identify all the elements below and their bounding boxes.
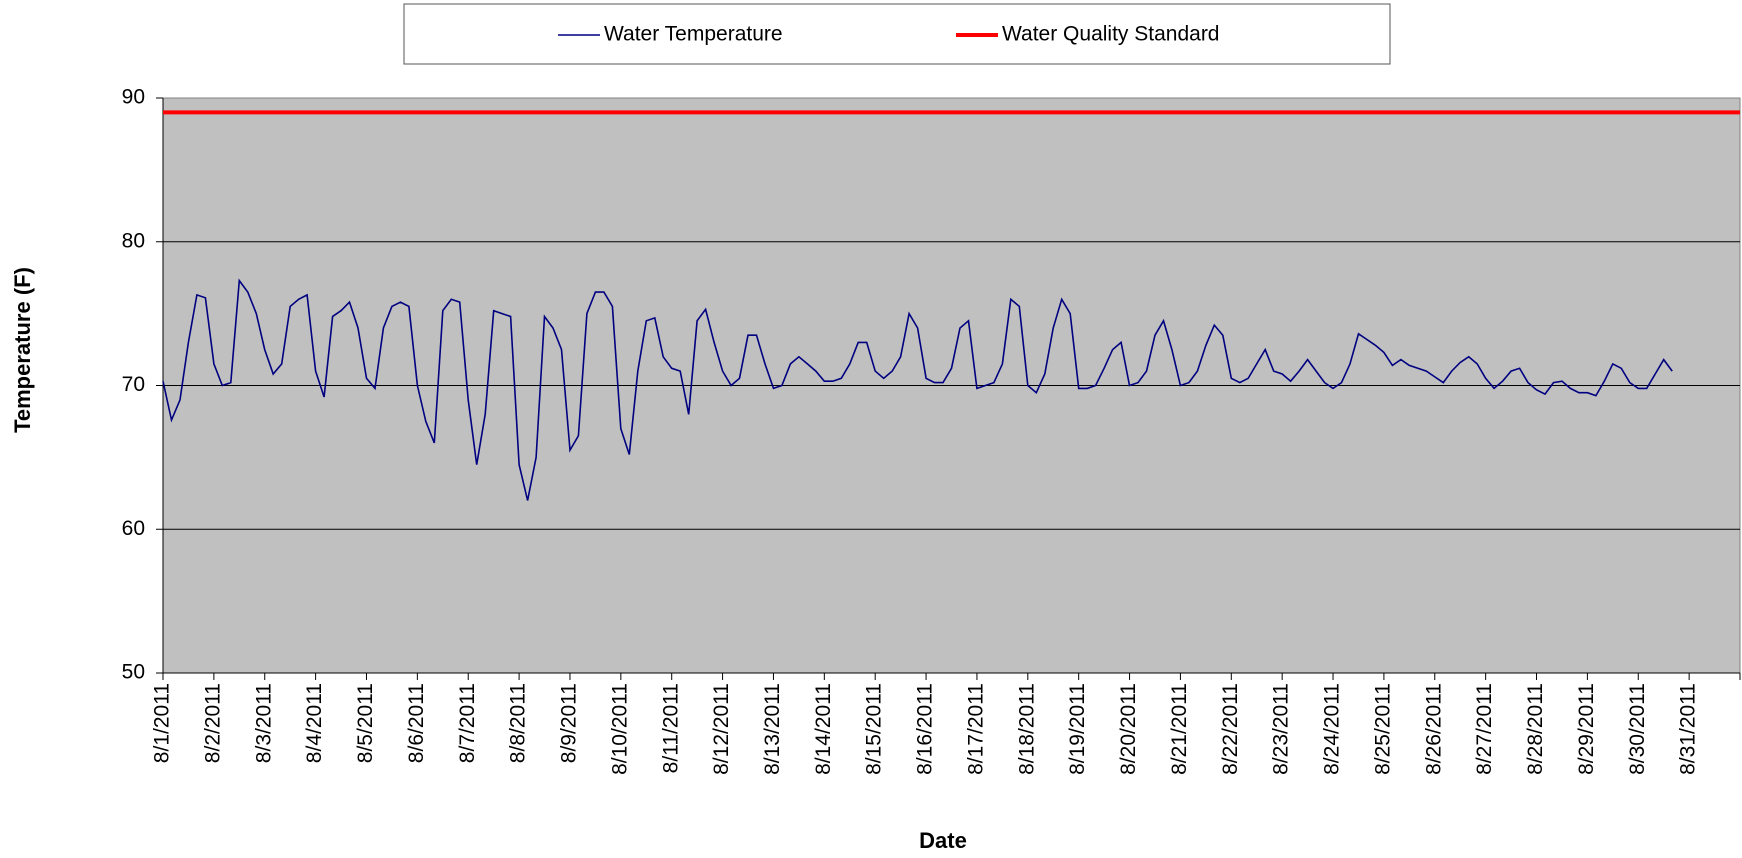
x-tick-label: 8/14/2011 [812, 683, 835, 775]
x-tick-label: 8/31/2011 [1677, 683, 1700, 775]
x-tick-label: 8/16/2011 [914, 683, 937, 775]
x-tick-label: 8/30/2011 [1626, 683, 1649, 775]
legend-box [403, 3, 1391, 65]
x-tick-label: 8/6/2011 [405, 683, 428, 763]
x-tick-label: 8/3/2011 [252, 683, 275, 763]
x-tick-label: 8/5/2011 [354, 683, 377, 763]
x-tick-label: 8/7/2011 [456, 683, 479, 763]
y-tick-label: 50 [122, 661, 145, 684]
x-tick-label: 8/13/2011 [761, 683, 784, 775]
x-tick-label: 8/19/2011 [1066, 683, 1089, 775]
x-tick-label: 8/1/2011 [151, 683, 174, 763]
x-tick-label: 8/9/2011 [558, 683, 581, 763]
y-tick-label: 80 [122, 229, 145, 252]
x-tick-label: 8/25/2011 [1371, 683, 1394, 775]
x-tick-label: 8/12/2011 [710, 683, 733, 775]
x-tick-label: 8/15/2011 [863, 683, 886, 775]
y-tick-label: 90 [122, 86, 145, 109]
y-axis-title: Temperature (F) [10, 267, 35, 433]
temperature-line [162, 278, 1673, 501]
x-tick-label: 8/10/2011 [608, 683, 631, 775]
y-tick-label: 70 [122, 373, 145, 396]
x-tick-label: 8/17/2011 [964, 683, 987, 775]
x-tick-label: 8/11/2011 [659, 683, 682, 773]
legend-label: Water Temperature [604, 23, 783, 46]
x-tick-label: 8/23/2011 [1270, 683, 1293, 775]
x-tick-label: 8/18/2011 [1015, 683, 1038, 775]
x-tick-label: 8/28/2011 [1524, 683, 1547, 775]
x-tick-label: 8/24/2011 [1321, 683, 1344, 775]
x-tick-label: 8/20/2011 [1117, 683, 1140, 775]
x-tick-label: 8/26/2011 [1422, 683, 1445, 775]
legend-label: Water Quality Standard [1002, 23, 1220, 46]
x-tick-label: 8/8/2011 [507, 683, 530, 763]
y-tick-label: 60 [122, 517, 145, 540]
x-axis-title: Date [919, 828, 967, 853]
x-tick-label: 8/4/2011 [303, 683, 326, 763]
x-tick-label: 8/21/2011 [1168, 683, 1191, 775]
x-tick-label: 8/29/2011 [1575, 683, 1598, 775]
x-tick-label: 8/27/2011 [1473, 683, 1496, 775]
x-tick-label: 8/2/2011 [201, 683, 224, 763]
x-tick-label: 8/22/2011 [1219, 683, 1242, 775]
